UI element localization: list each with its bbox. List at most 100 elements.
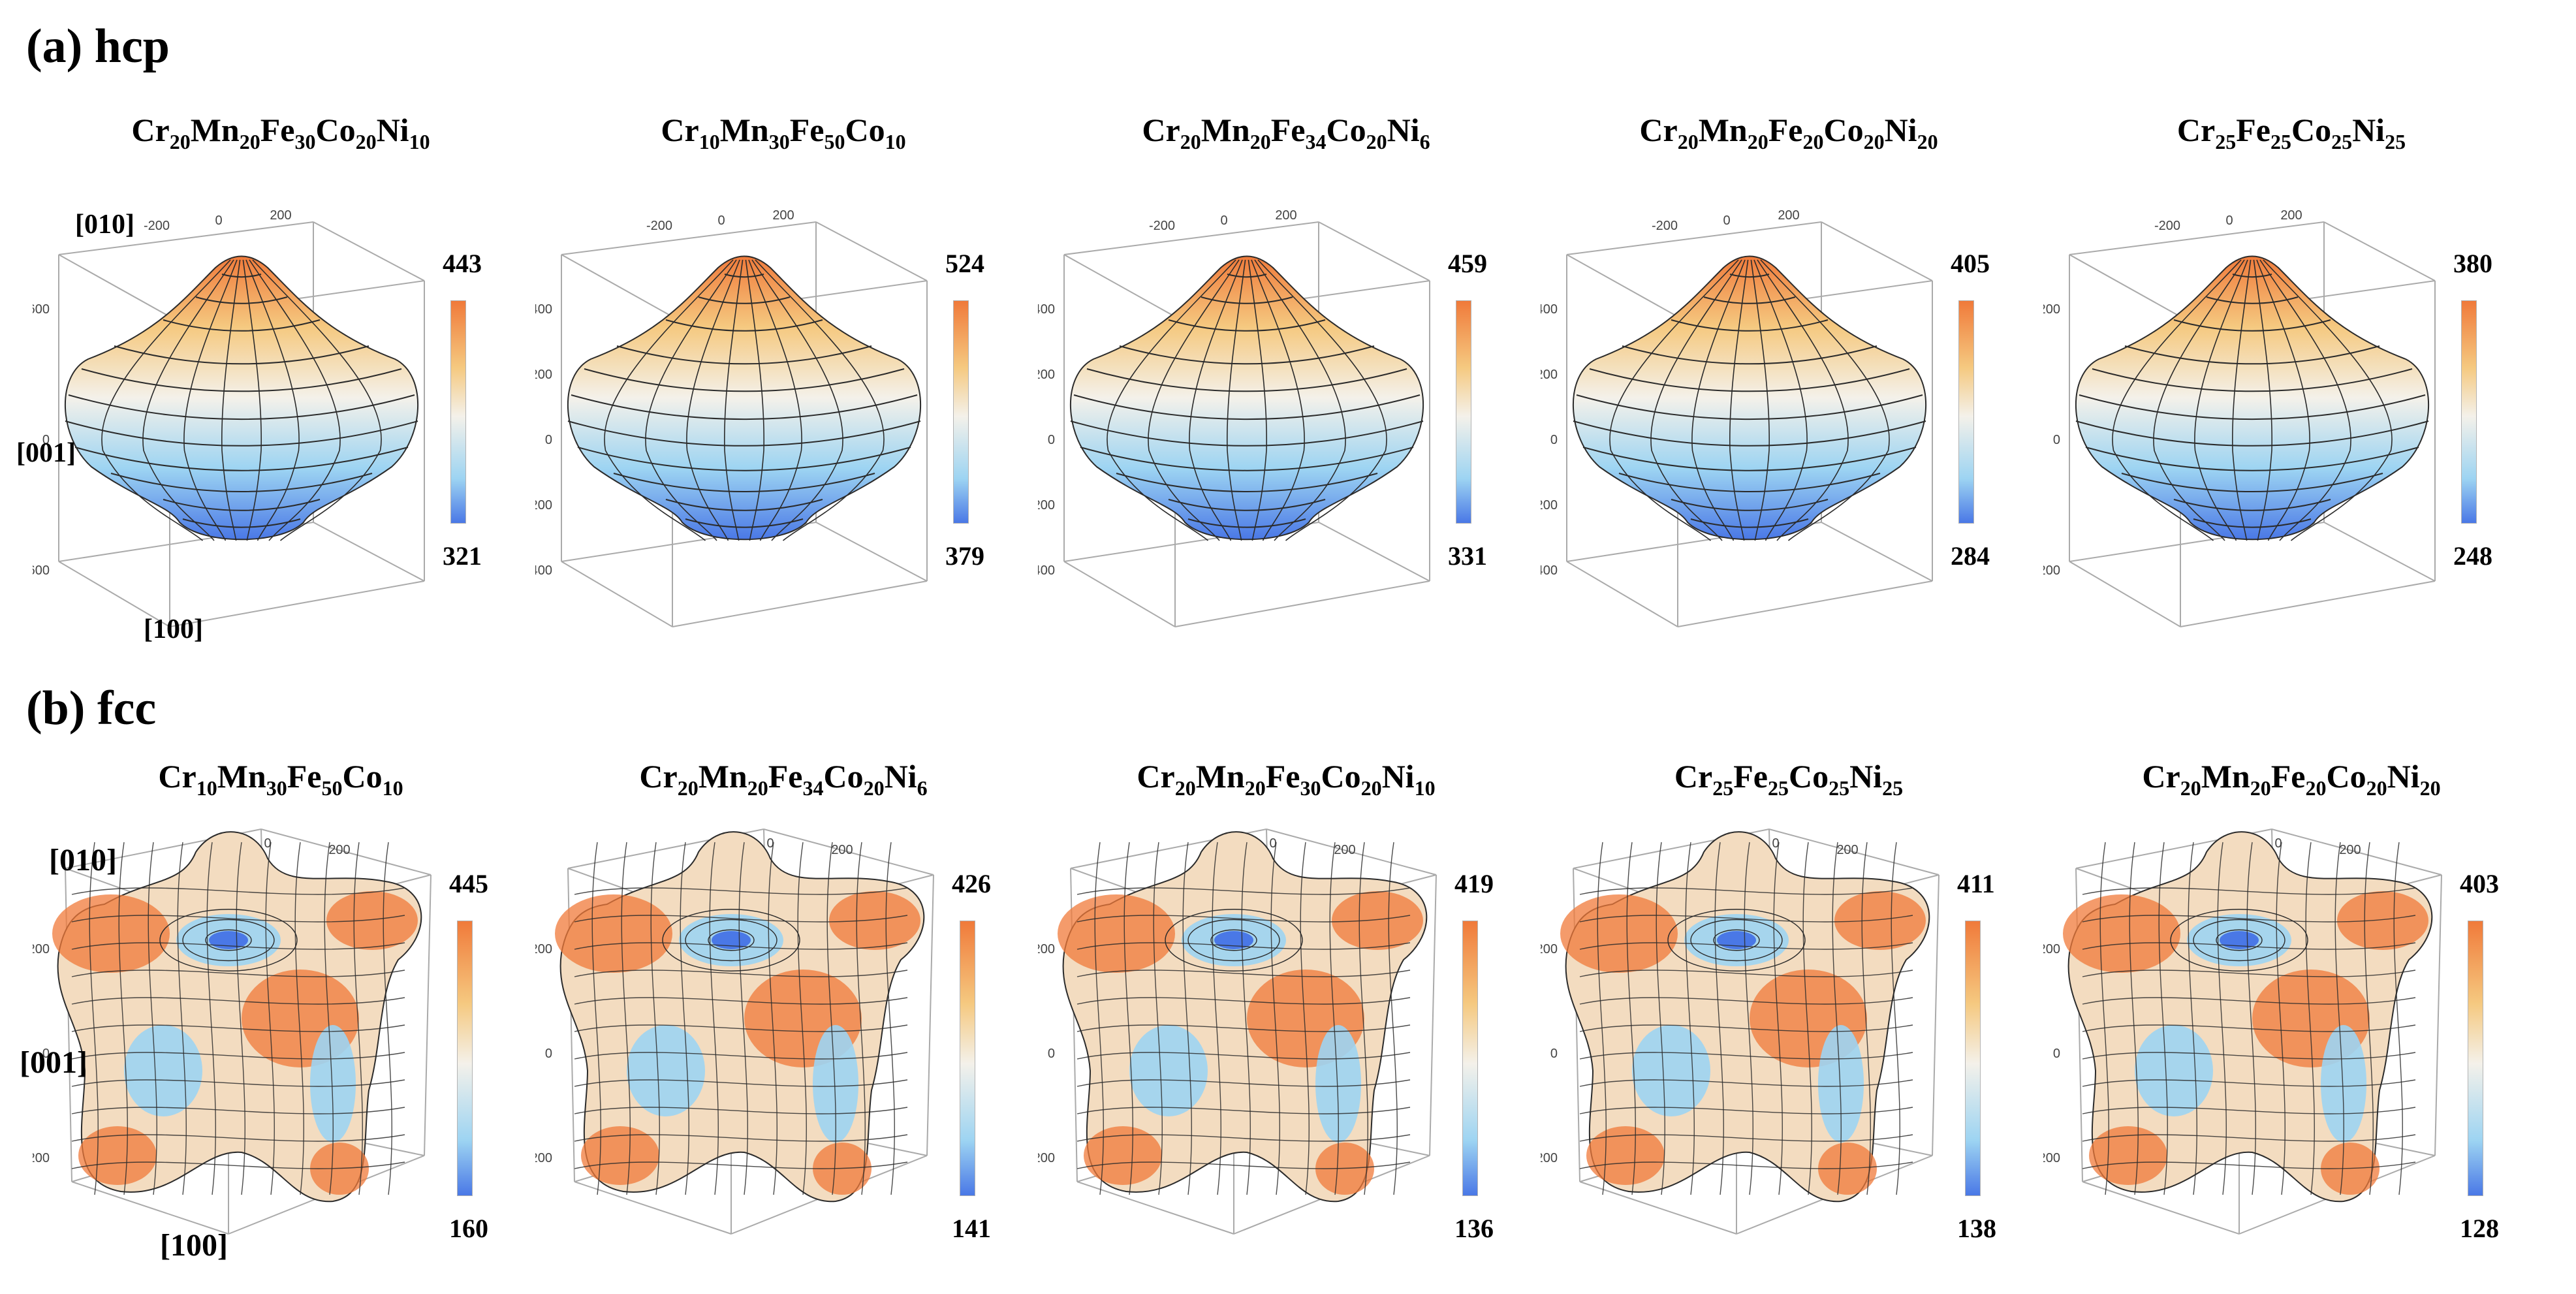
tick-label-vertical: 400 — [535, 302, 552, 317]
tick-label-horizontal: 0 — [766, 836, 774, 851]
colorbar-min-label: 284 — [1951, 541, 1990, 571]
tick-label-vertical: -200 — [535, 1151, 552, 1165]
tick-label-vertical: -200 — [1038, 1151, 1055, 1165]
tick-label-horizontal: 0 — [717, 213, 725, 228]
surface-fcc — [1058, 831, 1428, 1203]
tick-label-vertical: 0 — [1550, 433, 1558, 447]
composition-title: Cr20Mn20Fe20Co20Ni20 — [2142, 758, 2441, 800]
tick-label-vertical: 0 — [42, 433, 50, 447]
colorbar — [450, 300, 466, 524]
tick-labels: 0 200 200 0 -200 — [2043, 836, 2361, 1165]
tick-label-horizontal: 200 — [2339, 843, 2361, 857]
tick-label-horizontal: 0 — [1220, 213, 1227, 228]
tick-label-vertical: 0 — [545, 1047, 552, 1061]
tick-label-horizontal: 200 — [1836, 843, 1858, 857]
colorbar — [953, 300, 969, 524]
tick-label-horizontal: -200 — [646, 219, 672, 233]
hcp-panel-1: Cr20Mn20Fe30Co20Ni10 -200 0 200 600 0 -600 443 3… — [16, 111, 542, 646]
colorbar-max-label: 380 — [2453, 249, 2492, 278]
tick-label-horizontal: 200 — [831, 843, 853, 857]
colorbar-max-label: 411 — [1957, 869, 1995, 898]
colorbar — [1965, 921, 1981, 1196]
tick-label-vertical: 200 — [1541, 942, 1558, 956]
fcc-surface-plot: 0 200 200 0 -200 — [2043, 828, 2442, 1235]
colorbar-min-label: 141 — [952, 1214, 991, 1243]
tick-labels: 0 200 200 0 -200 — [33, 836, 351, 1165]
tick-label-vertical: -400 — [1038, 563, 1055, 578]
tick-label-vertical: 200 — [535, 942, 552, 956]
composition-title: Cr20Mn20Fe30Co20Ni10 — [1137, 758, 1436, 800]
composition-title: Cr20Mn20Fe34Co20Ni6 — [639, 758, 928, 800]
tick-label-horizontal: 0 — [1772, 836, 1779, 851]
colorbar — [457, 921, 473, 1196]
tick-label-vertical: 200 — [1038, 368, 1055, 382]
tick-label-horizontal: 0 — [1723, 213, 1730, 228]
tick-label-horizontal: 0 — [2225, 213, 2233, 228]
composition-title: Cr25Fe25Co25Ni25 — [2176, 112, 2406, 153]
tick-label-vertical: 200 — [1541, 368, 1558, 382]
colorbar-min-label: 138 — [1957, 1214, 1996, 1243]
tick-label-vertical: -200 — [2043, 1151, 2060, 1165]
tick-label-vertical: 0 — [1550, 1047, 1558, 1061]
tick-label-horizontal: 0 — [264, 836, 271, 851]
tick-label-horizontal: -200 — [144, 219, 170, 233]
tick-label-vertical: -200 — [535, 498, 552, 513]
tick-label-vertical: 0 — [1048, 1047, 1055, 1061]
axis-tag-middle: [001] — [20, 1045, 87, 1080]
axis-tag-middle: [001] — [16, 438, 76, 468]
colorbar-min-label: 248 — [2453, 541, 2492, 571]
tick-labels: -200 0 200 200 0 -200 — [2043, 208, 2302, 578]
composition-title: Cr20Mn20Fe20Co20Ni20 — [1639, 112, 1938, 153]
tick-label-vertical: 200 — [2043, 302, 2060, 317]
composition-title: Cr10Mn30Fe50Co10 — [661, 112, 906, 153]
axis-tag-bottom: [100] — [144, 614, 203, 644]
hcp-surface-plot: -200 0 200 200 0 -200 — [2043, 208, 2436, 627]
tick-label-vertical: 200 — [535, 368, 552, 382]
axis-tag-top: [010] — [75, 210, 134, 240]
tick-label-vertical: -400 — [1541, 563, 1558, 578]
tick-label-horizontal: 0 — [2274, 836, 2282, 851]
tick-label-horizontal: 200 — [1334, 843, 1355, 857]
tick-labels: -200 0 200 600 0 -600 — [33, 208, 292, 578]
tick-labels: -200 0 200 400 200 0 -200 -400 — [535, 208, 794, 578]
tick-label-vertical: -200 — [1541, 1151, 1558, 1165]
colorbar-min-label: 379 — [945, 541, 984, 571]
colorbar — [1958, 300, 1974, 524]
surface-fcc — [1560, 831, 1930, 1203]
tick-label-vertical: -200 — [1541, 498, 1558, 513]
tick-label-horizontal: -200 — [2154, 219, 2180, 233]
colorbar-min-label: 160 — [449, 1214, 488, 1243]
hcp-surface-plot: -200 0 200 600 0 -600 — [33, 208, 425, 627]
tick-label-horizontal: 200 — [772, 208, 794, 223]
fcc-panel-3: Cr20Mn20Fe30Co20Ni10 0 200 200 0 -200 419 136 — [1038, 757, 1547, 1267]
fcc-panel-2: Cr20Mn20Fe34Co20Ni6 0 200 200 0 -200 426 141 — [535, 757, 1045, 1267]
fcc-surface-plot: 0 200 200 0 -200 — [1038, 828, 1437, 1235]
tick-label-vertical: 0 — [2053, 433, 2060, 447]
tick-labels: -200 0 200 400 200 0 -200 -400 — [1038, 208, 1297, 578]
tick-label-vertical: -600 — [33, 563, 50, 578]
tick-label-vertical: 0 — [1048, 433, 1055, 447]
axis-tag-bottom: [100] — [160, 1228, 228, 1263]
colorbar-max-label: 405 — [1951, 249, 1990, 278]
fcc-panel-1: Cr10Mn30Fe50Co10 0 200 200 0 -200 445 160 [010] [… — [20, 757, 542, 1267]
colorbar-min-label: 128 — [2460, 1214, 2499, 1243]
colorbar-min-label: 136 — [1454, 1214, 1494, 1243]
composition-title: Cr10Mn30Fe50Co10 — [158, 758, 403, 800]
surface-hcp — [1572, 255, 1927, 541]
tick-label-horizontal: 200 — [2280, 208, 2302, 223]
tick-label-vertical: 0 — [2053, 1047, 2060, 1061]
colorbar-max-label: 445 — [449, 869, 488, 898]
fcc-surface-plot: 0 200 200 0 -200 — [33, 828, 432, 1235]
tick-label-vertical: 0 — [42, 1047, 50, 1061]
colorbar-max-label: 443 — [443, 249, 482, 278]
section-label-fcc: (b) fcc — [26, 682, 157, 735]
tick-label-horizontal: -200 — [1652, 219, 1678, 233]
colorbar-min-label: 321 — [443, 541, 482, 571]
hcp-surface-plot: -200 0 200 400 200 0 -200 -400 — [535, 208, 928, 627]
tick-label-horizontal: 0 — [1269, 836, 1276, 851]
colorbar-max-label: 524 — [945, 249, 984, 278]
tick-label-vertical: -200 — [1038, 498, 1055, 513]
tick-label-horizontal: -200 — [1149, 219, 1175, 233]
colorbar — [1456, 300, 1471, 524]
colorbar — [2461, 300, 2477, 524]
